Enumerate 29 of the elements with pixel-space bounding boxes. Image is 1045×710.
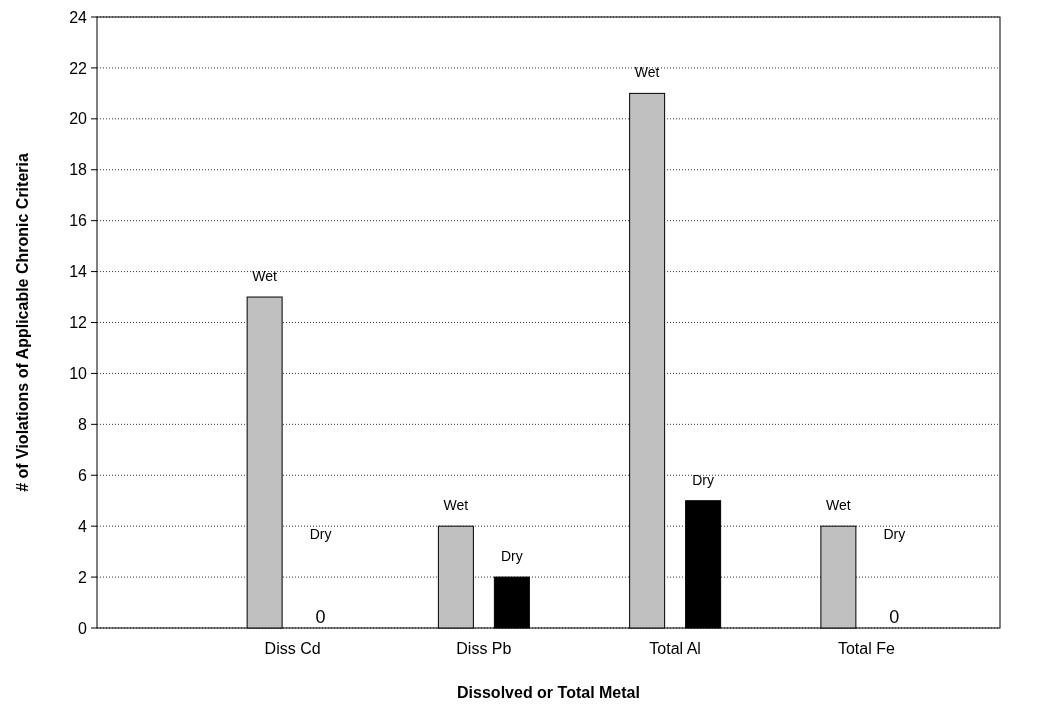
y-tick-label: 12 (69, 314, 88, 332)
series-label: Dry (500, 548, 523, 565)
x-tick-label: Diss Pb (456, 640, 512, 657)
text: Wet (826, 497, 851, 514)
y-tick-label: 8 (78, 415, 88, 433)
text: Dry (692, 471, 715, 488)
y-tick-label: 20 (69, 110, 88, 128)
y-tick-label: 6 (78, 466, 88, 484)
text: Dry (309, 525, 332, 542)
y-tick-label: 10 (69, 365, 88, 383)
y-tick-label: 4 (78, 517, 88, 535)
y-tick-label: 22 (69, 59, 88, 77)
x-tick-label: Diss Cd (264, 640, 321, 657)
y-tick-label: 2 (78, 568, 88, 586)
y-axis-title: # of Violations of Applicable Chronic Criteria (14, 153, 31, 492)
text: Dry (883, 525, 906, 542)
series-label: Wet (252, 268, 278, 285)
x-axis-title: Dissolved or Total Metal (457, 684, 640, 701)
text: Wet (634, 64, 660, 81)
y-tick-label: 24 (69, 8, 88, 26)
annotation: 0 (315, 607, 326, 627)
x-tick-label: Total Fe (837, 640, 895, 657)
y-tick-label: 0 (78, 619, 88, 637)
y-tick-label: 14 (69, 263, 88, 281)
y-tick-label: 18 (69, 161, 88, 179)
y-tick-label: 16 (69, 212, 88, 230)
x-tick-label: Total Al (649, 640, 701, 657)
text: Wet (443, 497, 469, 514)
annotation: 0 (889, 607, 900, 627)
